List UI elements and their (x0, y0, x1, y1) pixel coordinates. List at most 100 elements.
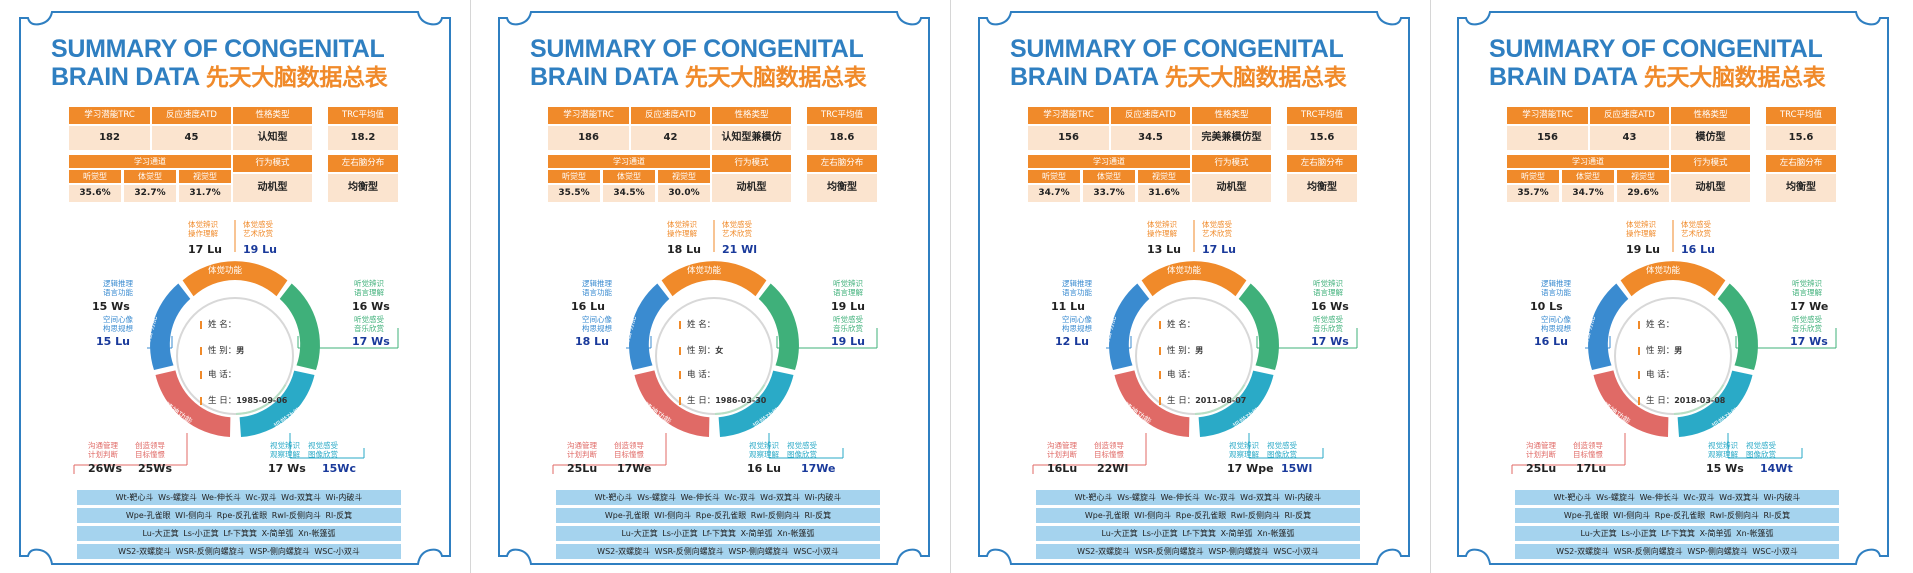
kinesthetic-pct: 32.7% (124, 185, 176, 202)
behavior-header: 行为模式 (1671, 155, 1750, 172)
personality-header: 性格类型 (233, 107, 312, 124)
ann-bottom-right-1b: 观察理解 (749, 450, 779, 459)
trc-value: 156 (1028, 126, 1109, 150)
phone-label: 电 话： (1167, 370, 1196, 380)
ann-top-right-2: 艺术欣赏 (1202, 229, 1232, 238)
title-line2: BRAIN DATA 先天大脑数据总表 (1489, 63, 1826, 91)
ann-top-left-1: 体觉辨识 (1626, 220, 1656, 229)
phone-label: 电 话： (1646, 370, 1675, 380)
card-frame (498, 11, 930, 565)
personality-value: 模仿型 (1671, 126, 1750, 150)
legend-row: Lu-大正箕 Ls-小正箕 Lf-下箕箕 X-简单弧 Xn-帐篷弧 (1036, 526, 1360, 541)
right-bottom-value: 17 Ws (352, 335, 390, 348)
panel-separator (1430, 0, 1431, 573)
bottom-left-1-value: 26Ws (88, 462, 122, 475)
title-line2: BRAIN DATA 先天大脑数据总表 (530, 63, 867, 91)
ann-right-top: 听觉辨识 语言理解 (833, 279, 863, 297)
ann-right-top-2: 语言理解 (1313, 288, 1343, 297)
ann-right-top-1: 听觉辨识 (1792, 279, 1822, 288)
seg-bottom-right-arc (718, 370, 794, 437)
trc-avg-header: TRC平均值 (1766, 107, 1836, 124)
brain-wheel (1032, 220, 1358, 474)
auditory-type-header: 视觉型 (179, 170, 231, 183)
birth-label: 生 日： (208, 396, 237, 406)
lr-value: 均衡型 (1766, 174, 1836, 202)
ann-left-bottom-2: 构思规想 (1062, 324, 1092, 333)
gender-value: 男 (1674, 346, 1683, 355)
ann-right-bottom-2: 音乐欣赏 (354, 324, 384, 333)
legend-row: Wt-靶心斗 Ws-螺旋斗 We-伸长斗 Wc-双斗 Wd-双箕斗 Wi-内破斗 (556, 490, 880, 505)
seg-bottom-right-arc (1677, 370, 1753, 437)
ann-right-bottom-2: 音乐欣赏 (1313, 324, 1343, 333)
ann-bottom-right-2: 视觉感受 图像欣赏 (787, 441, 817, 459)
trc-avg-header: TRC平均值 (1287, 107, 1357, 124)
bottom-left-1-value: 25Lu (567, 462, 598, 475)
ann-right-top-2: 语言理解 (833, 288, 863, 297)
legend: Wt-靶心斗 Ws-螺旋斗 We-伸长斗 Wc-双斗 Wd-双箕斗 Wi-内破斗… (1515, 490, 1839, 562)
bottom-right-1-value: 17 Wpe (1227, 462, 1274, 475)
seg-bottom-left-arc (155, 370, 231, 437)
ann-top-right-1: 体觉感受 (1202, 220, 1232, 229)
legend-row: WS2-双螺旋斗 WSR-反侧向螺旋斗 WSP-侧向螺旋斗 WSC-小双斗 (556, 544, 880, 559)
right-top-value: 16 Ws (352, 300, 390, 313)
ann-left-bottom-1: 空间心像 (1541, 315, 1571, 324)
inner-circle (1614, 297, 1732, 415)
birth-row: 生 日：2011-08-07 (1159, 394, 1246, 406)
seg-top-arc (661, 261, 767, 297)
ann-top-left-2: 操作理解 (1147, 229, 1177, 238)
ann-bottom-right-2b: 图像欣赏 (1746, 450, 1776, 459)
lr-header: 左右脑分布 (1766, 155, 1836, 172)
ann-left-top-1: 逻辑推理 (1541, 279, 1571, 288)
trc-avg-value: 15.6 (1287, 126, 1357, 150)
kinesthetic-type-header: 体觉型 (124, 170, 176, 183)
ann-left-bottom-2: 构思规想 (1541, 324, 1571, 333)
ann-bottom-left-1: 沟通管理 计划判断 (1047, 441, 1077, 459)
name-row: 姓 名： (200, 318, 236, 330)
atd-value: 45 (152, 126, 231, 150)
wheel-segments (1109, 261, 1279, 437)
right-bottom-value: 19 Lu (831, 335, 865, 348)
ann-left-top-2: 语言功能 (1062, 288, 1092, 297)
trc-avg-value: 15.6 (1766, 126, 1836, 150)
ann-bottom-right-1b: 观察理解 (1708, 450, 1738, 459)
gender-row: 性 别：男 (1638, 344, 1682, 356)
left-bottom-value: 16 Lu (1534, 335, 1568, 348)
legend-row: Wpe-孔雀眼 Wl-侧向斗 Rpe-反孔雀眼 Rwl-反侧向斗 Rl-反箕 (1515, 508, 1839, 523)
ann-right-top-1: 听觉辨识 (1313, 279, 1343, 288)
left-top-value: 11 Lu (1051, 300, 1085, 313)
phone-label: 电 话： (687, 370, 716, 380)
channel-header: 学习通道 (1507, 155, 1669, 168)
summary-card-2: SUMMARY OF CONGENITAL BRAIN DATA 先天大脑数据总表… (491, 8, 937, 568)
ann-right-bottom: 听觉感受 音乐欣赏 (1313, 315, 1343, 333)
auditory-type-header: 视觉型 (658, 170, 710, 183)
birth-value: 1986-03-30 (715, 396, 767, 405)
ann-right-bottom-2: 音乐欣赏 (1792, 324, 1822, 333)
birth-value: 2018-03-08 (1674, 396, 1726, 405)
behavior-header: 行为模式 (712, 155, 791, 172)
personality-header: 性格类型 (1671, 107, 1750, 124)
ann-right-top-1: 听觉辨识 (354, 279, 384, 288)
ann-top-left-2: 操作理解 (188, 229, 218, 238)
ann-left-bottom: 空间心像 构思规想 (87, 315, 133, 333)
title-en-line2: BRAIN DATA (1489, 63, 1638, 91)
left-bottom-value: 12 Lu (1055, 335, 1089, 348)
kinesthetic-type-header: 体觉型 (1083, 170, 1135, 183)
ann-bottom-left-1: 沟通管理 计划判断 (88, 441, 118, 459)
ann-bottom-left-1a: 沟通管理 (567, 441, 597, 450)
gender-label: 性 别： (1167, 346, 1196, 356)
lr-value: 均衡型 (328, 174, 398, 202)
panel-separator (470, 0, 471, 573)
gender-label: 性 别： (687, 346, 716, 356)
behavior-value: 动机型 (1192, 174, 1271, 202)
title-en-line2: BRAIN DATA (51, 63, 200, 91)
ann-top-right-1: 体觉感受 (243, 220, 273, 229)
gender-value: 男 (1195, 346, 1204, 355)
inner-circle (1135, 297, 1253, 415)
seg-bottom-right-arc (239, 370, 315, 437)
name-label: 姓 名： (1646, 320, 1675, 330)
auditory-pct: 29.6% (1617, 185, 1669, 202)
kinesthetic-pct: 34.5% (603, 185, 655, 202)
ann-right-top: 听觉辨识 语言理解 (354, 279, 384, 297)
ann-bottom-left-1a: 沟通管理 (1526, 441, 1556, 450)
atd-value: 42 (631, 126, 710, 150)
